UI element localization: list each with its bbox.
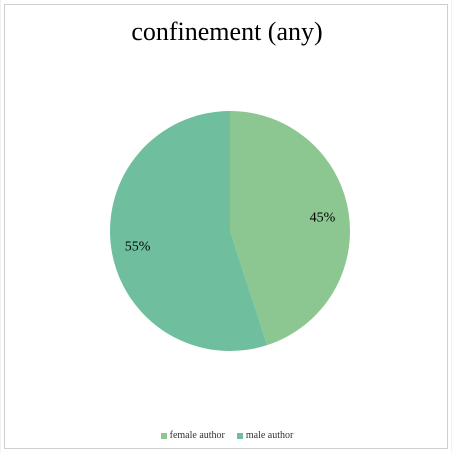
- pie-slice-female-author: [230, 111, 350, 346]
- legend-item-male-author: male author: [236, 430, 294, 441]
- chart-legend: female author male author: [5, 430, 449, 441]
- legend-swatch: [236, 432, 243, 439]
- legend-item-female-author: female author: [160, 430, 225, 441]
- chart-title: confinement (any): [131, 17, 323, 46]
- legend-label: male author: [245, 430, 294, 441]
- chart-frame[interactable]: confinement (any) 45% 55% female author ma…: [4, 4, 448, 449]
- pie-slice-male-author: [109, 111, 268, 351]
- data-label-female-author: 45%: [310, 210, 336, 225]
- legend-label: female author: [169, 430, 225, 441]
- pie-chart: 45% 55%: [109, 111, 350, 351]
- legend-swatch: [160, 432, 167, 439]
- data-label-male-author: 55%: [125, 240, 151, 255]
